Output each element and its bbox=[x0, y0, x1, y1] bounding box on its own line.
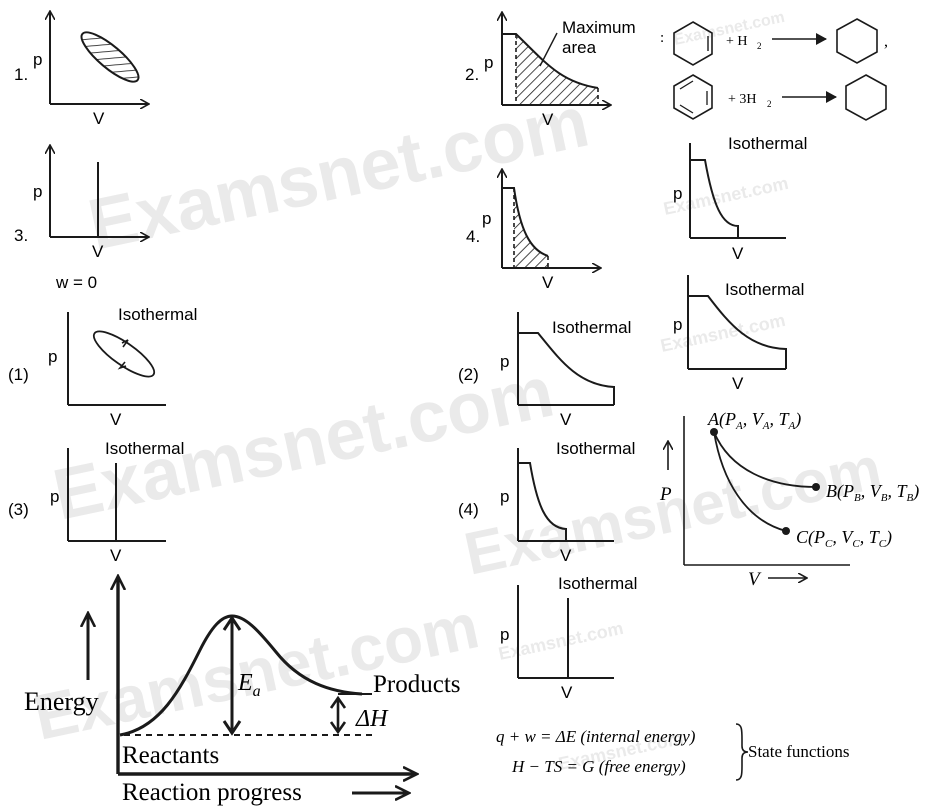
sub-2: 2 bbox=[767, 99, 772, 109]
curve bbox=[502, 33, 599, 89]
hatched-area bbox=[514, 188, 548, 268]
isothermal-label: Isothermal bbox=[556, 439, 635, 458]
cyclohexane bbox=[845, 74, 887, 121]
axis-label-p: p bbox=[50, 487, 59, 506]
option-number: (2) bbox=[458, 365, 479, 384]
graph-isothermal-bottom: Isothermal p V bbox=[500, 574, 637, 702]
isothermal-label: Isothermal bbox=[552, 318, 631, 337]
axis-label-v: V bbox=[93, 109, 105, 128]
label-area: area bbox=[562, 38, 597, 57]
axis-label-v: V bbox=[560, 546, 572, 565]
axis-label-v: V bbox=[732, 374, 744, 393]
axis-label-v: V bbox=[92, 242, 104, 261]
watermarks: Examsnet.com Examsnet.com Examsnet.com E… bbox=[28, 9, 887, 774]
curve-ab bbox=[713, 431, 817, 488]
graph-isothermal-right-2: Isothermal p V bbox=[673, 275, 804, 393]
graph-number: 3. bbox=[14, 226, 28, 245]
plus-h2: + H bbox=[726, 34, 748, 49]
label-maximum: Maximum bbox=[562, 18, 636, 37]
state-a-label: A(PA, VA, TA) bbox=[707, 409, 801, 432]
ea-label: Ea bbox=[237, 670, 261, 700]
axis-label-p: p bbox=[33, 182, 42, 201]
dh-label: ΔH bbox=[355, 706, 389, 732]
axis-label-v: V bbox=[542, 273, 554, 292]
curve-ac bbox=[713, 431, 787, 532]
cyclohexene bbox=[673, 21, 713, 66]
option-2-graph: (2) Isothermal p V bbox=[458, 312, 631, 429]
point-a bbox=[710, 428, 718, 436]
axis-label-v: V bbox=[560, 410, 572, 429]
axis-label-v: V bbox=[732, 244, 744, 263]
axis-label-p: p bbox=[484, 53, 493, 72]
graph-number: 2. bbox=[465, 65, 479, 84]
state-c-label: C(PC, VC, TC) bbox=[796, 527, 892, 550]
cyclohexane bbox=[836, 18, 878, 64]
axis-label-v: V bbox=[561, 683, 573, 702]
point-c bbox=[782, 527, 790, 535]
benzene bbox=[673, 74, 713, 120]
axis-label-v: V bbox=[542, 110, 554, 129]
graph-3-vertical: 3. p V w = 0 bbox=[14, 146, 148, 292]
state-functions-label: State functions bbox=[748, 742, 850, 761]
callout-line bbox=[539, 32, 558, 67]
option-4-graph: (4) Isothermal p V bbox=[458, 439, 635, 565]
watermark: Examsnet.com bbox=[497, 618, 625, 664]
energy-label: Energy bbox=[24, 687, 99, 716]
products-label: Products bbox=[373, 671, 461, 698]
state-function-equations: q + w = ΔE (internal energy) H − TS = G … bbox=[496, 723, 850, 781]
plus-3h2: + 3H bbox=[728, 92, 757, 107]
cycle-ellipse bbox=[92, 330, 156, 378]
option-number: (3) bbox=[8, 500, 29, 519]
colon: : bbox=[660, 30, 664, 46]
axis-label-p: p bbox=[482, 209, 491, 228]
graph-2-maximum-area: 2. p V Maximum area bbox=[465, 13, 636, 129]
progress-label: Reaction progress bbox=[122, 779, 302, 806]
axis-label-v: V bbox=[110, 410, 122, 429]
equation-2: H − TS = G (free energy) bbox=[511, 757, 686, 776]
reactants-label: Reactants bbox=[122, 742, 219, 769]
isothermal-label: Isothermal bbox=[105, 439, 184, 458]
pv-state-diagram: P V A(PA, VA, TA) B(PB, VB, TB) C(PC, VC… bbox=[659, 409, 919, 590]
energy-profile-diagram: Energy Ea ΔH Products Reactants Reaction… bbox=[24, 577, 461, 806]
option-3-graph: (3) Isothermal p V bbox=[8, 439, 184, 565]
curve bbox=[518, 462, 567, 541]
curve bbox=[688, 295, 787, 369]
axis-label-p: p bbox=[673, 315, 682, 334]
state-b-label: B(PB, VB, TB) bbox=[826, 481, 919, 504]
label-w0: w = 0 bbox=[55, 273, 97, 292]
axis-label-V: V bbox=[748, 569, 762, 590]
graph-4-hatched: 4. p V bbox=[466, 170, 600, 292]
axis-label-P: P bbox=[659, 484, 672, 505]
brace bbox=[735, 723, 749, 781]
axis-label-p: p bbox=[48, 347, 57, 366]
curve bbox=[690, 159, 739, 238]
graph-isothermal-right-1: Isothermal p V bbox=[673, 134, 807, 263]
axis-label-p: p bbox=[33, 50, 42, 69]
option-1-graph: (1) Isothermal p V bbox=[8, 305, 197, 429]
axis-label-v: V bbox=[110, 546, 122, 565]
hydrogenation-reactions: : + H 2 , + 3H 2 bbox=[660, 18, 888, 121]
point-b bbox=[812, 483, 820, 491]
graph-number: 1. bbox=[14, 65, 28, 84]
axis-label-p: p bbox=[500, 352, 509, 371]
isothermal-label: Isothermal bbox=[118, 305, 197, 324]
axis-label-p: p bbox=[500, 625, 509, 644]
comma: , bbox=[884, 33, 888, 50]
hatched-ellipse bbox=[80, 31, 140, 83]
axis-label-p: p bbox=[500, 487, 509, 506]
equation-1: q + w = ΔE (internal energy) bbox=[496, 727, 696, 746]
isothermal-label: Isothermal bbox=[728, 134, 807, 153]
option-number: (4) bbox=[458, 500, 479, 519]
isothermal-label: Isothermal bbox=[558, 574, 637, 593]
graph-number: 4. bbox=[466, 227, 480, 246]
isothermal-label: Isothermal bbox=[725, 280, 804, 299]
axis-label-p: p bbox=[673, 184, 682, 203]
sub-2: 2 bbox=[757, 41, 762, 51]
graph-1-ellipse: 1. p V bbox=[14, 12, 148, 128]
hatched-area bbox=[516, 34, 598, 105]
option-number: (1) bbox=[8, 365, 29, 384]
curve bbox=[518, 332, 615, 405]
